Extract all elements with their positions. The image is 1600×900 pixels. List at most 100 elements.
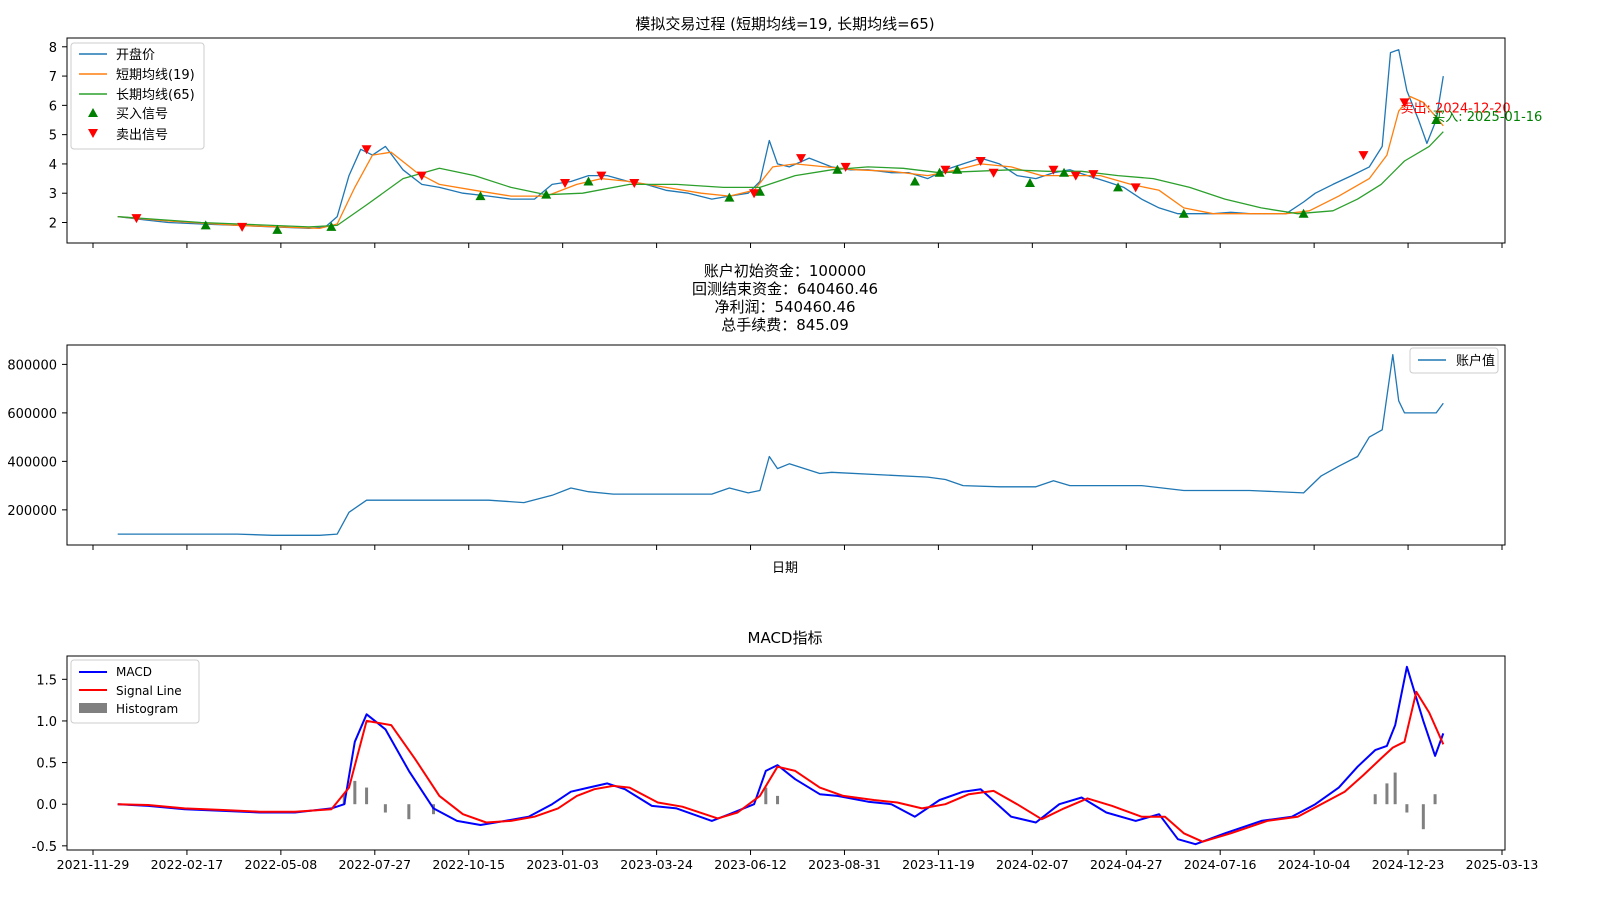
buy-signal-marker [1298,208,1309,218]
sell-signal-marker [1399,98,1410,108]
buy-signal-marker [754,186,765,196]
x-tick-label: 2024-02-07 [996,857,1069,872]
plot-frame [66,37,1506,244]
legend-histogram-swatch [79,703,107,713]
y-tick-label: 800000 [7,358,57,373]
y-tick-label: 7 [49,70,57,85]
x-tick-label: 2023-08-31 [808,857,881,872]
macd-plot-area [117,665,1445,846]
legend-signal-label: Signal Line [116,684,182,698]
sell-signal-marker [237,222,248,232]
y-tick-label: 4 [49,158,57,173]
sell-signal-marker [416,171,427,181]
legend-sell-label: 卖出信号 [116,128,168,143]
y-tick-label: -0.5 [32,840,57,855]
y-tick-label: 1.5 [36,673,57,688]
legend-box [1409,347,1499,374]
account-title-line-4: 总手续费：845.09 [721,316,849,334]
sell-signal-marker [560,178,571,188]
legend-buy-marker [88,108,98,117]
histogram-bar [353,780,357,805]
buy-signal-marker [1178,208,1189,218]
series-short [117,95,1444,230]
macd-chart: MACD指标 -0.5 0.0 0.5 1.0 1.5 2021-11-29 2022-02… [32,629,1539,872]
plot-frame [66,344,1506,546]
plot-frame [66,655,1506,851]
buy-signal-marker [475,191,486,201]
histogram-bar [776,795,780,805]
series-long [117,131,1444,228]
buy-signal-marker [1431,115,1442,124]
histogram-bar [1393,772,1397,805]
price-chart: 模拟交易过程 (短期均线=19, 长期均线=65) 卖出: 2024-12-20… [49,15,1542,248]
sell-signal-marker [796,154,807,164]
account-legend: 账户值 [1409,347,1499,374]
x-tick-label: 2025-03-13 [1466,857,1539,872]
histogram-bar [1373,794,1377,805]
histogram-bar [1385,783,1389,805]
sell-signal-marker [131,214,142,224]
x-tick-label: 2022-10-15 [432,857,505,872]
y-tick-label: 0.5 [36,757,57,772]
x-tick-label: 2022-07-27 [338,857,411,872]
buy-signal-marker [272,224,283,234]
y-tick-label: 6 [49,99,57,114]
legend-box [70,42,205,150]
x-tick-label: 2024-04-27 [1090,857,1163,872]
y-tick-label: 600000 [7,407,57,422]
buy-signal-marker [934,167,945,177]
legend-open-label: 开盘价 [116,47,155,63]
sell-signal-marker [596,171,607,181]
legend-buy-label: 买入信号 [116,107,168,122]
sell-signal-marker [1130,183,1141,193]
histogram-bar [383,804,387,813]
buy-signal-marker [326,221,337,231]
histogram-bar [365,787,369,805]
macd-chart-title: MACD指标 [748,629,823,647]
sell-signal-marker [1358,151,1369,161]
y-tick-label: 400000 [7,455,57,470]
buy-signal-marker [1024,177,1035,187]
legend-short-ma-label: 短期均线(19) [116,68,195,83]
sell-signal-marker [361,145,372,155]
y-tick-label: 0.0 [36,798,57,813]
macd-axes: -0.5 0.0 0.5 1.0 1.5 2021-11-29 2022-02-17 2022… [32,655,1539,872]
y-tick-label: 2 [49,217,57,232]
buy-signal-marker [541,189,552,199]
y-tick-label: 5 [49,129,57,144]
x-tick-label: 2023-03-24 [620,857,693,872]
histogram-bar [407,804,411,820]
legend-value-label: 账户值 [1456,353,1495,369]
buy-signal-marker [583,176,594,186]
buy-signal-marker [832,164,843,174]
buy-signal-marker [724,192,735,202]
sell-signal-marker [749,189,760,199]
sell-signal-marker [1070,171,1081,181]
account-axes: 200000 400000 600000 800000 [7,344,1506,550]
buy-signal-marker [1113,182,1124,192]
buy-signal-marker [200,220,211,230]
price-chart-title: 模拟交易过程 (短期均线=19, 长期均线=65) [635,15,934,33]
account-plot-area [117,354,1444,536]
legend-histogram-label: Histogram [116,702,178,716]
account-chart: 账户初始资金：100000 回测结束资金：640460.46 净利润：54046… [7,262,1506,576]
macd-legend: MACD Signal Line Histogram [70,659,200,724]
y-tick-label: 8 [49,41,57,56]
x-tick-label: 2024-07-16 [1184,857,1257,872]
sell-signal-marker [840,162,851,172]
signal-annotation: 买入: 2025-01-16 [1432,110,1542,125]
account-title-line-1: 账户初始资金：100000 [704,262,866,280]
y-tick-label: 200000 [7,504,57,519]
histogram-bar [764,787,768,805]
x-tick-label: 2023-06-12 [714,857,787,872]
x-tick-label: 2022-02-17 [151,857,224,872]
x-tick-label: 2024-10-04 [1278,857,1351,872]
buy-signal-marker [952,164,963,174]
sell-signal-marker [988,168,999,178]
histogram-bar [1433,794,1437,805]
x-tick-label: 2024-12-23 [1372,857,1445,872]
x-tick-label: 2022-05-08 [245,857,318,872]
legend-sell-marker [88,129,98,138]
sell-signal-marker [975,157,986,166]
histogram-bar [1405,804,1409,813]
